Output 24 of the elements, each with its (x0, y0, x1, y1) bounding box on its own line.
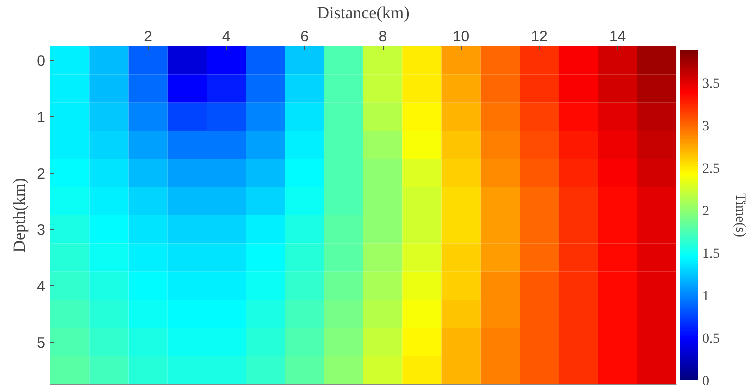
y-tick-label: 0 (37, 53, 46, 70)
x-axis-title: Distance(km) (317, 4, 410, 22)
x-tick-label: 10 (452, 28, 470, 46)
color-bar-title: Time(s) (732, 194, 748, 238)
y-tick-label: 1 (37, 109, 46, 126)
color-bar-label: 3 (702, 119, 710, 134)
color-bar-label: 3.5 (702, 76, 720, 92)
x-tick-label: 14 (609, 28, 626, 46)
x-tick-label: 12 (531, 28, 548, 46)
y-tick-label: 4 (37, 278, 46, 296)
color-bar-label: 1 (702, 289, 710, 304)
y-tick-label: 3 (37, 222, 46, 240)
y-axis-title: Depth(km) (10, 178, 30, 253)
y-tick-label: 5 (37, 334, 46, 352)
x-tick-label: 6 (300, 28, 309, 46)
x-tick-label: 4 (222, 28, 231, 46)
color-bar-label: 1.5 (702, 246, 720, 262)
color-bar-label: 0 (702, 374, 710, 390)
color-bar-label: 2.5 (702, 162, 720, 177)
color-bar-label: 0.5 (702, 332, 720, 347)
y-tick-label: 2 (37, 166, 46, 183)
x-tick-label: 2 (144, 28, 152, 46)
x-tick-label: 8 (378, 28, 388, 46)
color-bar-label: 2 (702, 204, 710, 220)
